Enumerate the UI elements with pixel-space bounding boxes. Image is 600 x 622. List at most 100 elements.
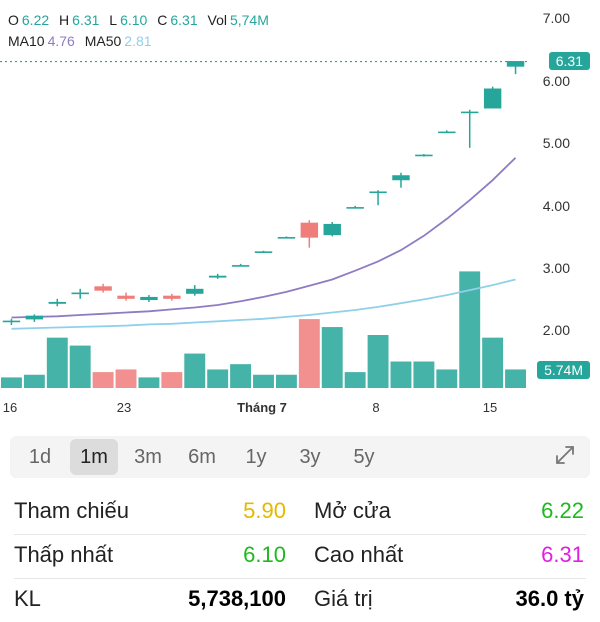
divider — [14, 534, 586, 535]
stats-row-3: KL 5,738,100 Giá trị 36.0 tỷ — [0, 578, 600, 622]
volume-bar — [436, 369, 458, 388]
ma10-value: 4.76 — [47, 33, 75, 49]
x-tick-label: 16 — [2, 400, 18, 415]
high-label: H — [59, 12, 70, 28]
candle-body — [506, 61, 525, 67]
ma50-label: MA50 — [84, 33, 122, 49]
candle-body — [71, 292, 89, 295]
candle-body — [25, 315, 44, 320]
open-stat-label: Mở cửa — [314, 498, 391, 523]
volume-bar — [253, 374, 274, 388]
candle-body — [117, 295, 135, 299]
volume-bar — [230, 364, 252, 388]
ma10-line — [11, 157, 517, 319]
volume-bar — [1, 377, 22, 388]
low-value: 6.10 — [120, 12, 148, 28]
candle-body — [346, 207, 364, 209]
volume-bar — [69, 345, 91, 388]
volume-bar — [115, 369, 137, 388]
candle-body — [415, 154, 433, 157]
expand-icon[interactable] — [554, 444, 576, 466]
volume-bar — [298, 319, 320, 388]
volume-bar — [161, 372, 183, 388]
close-value: 6.31 — [170, 12, 198, 28]
x-tick-label: 15 — [482, 400, 498, 415]
period-6m-button[interactable]: 6m — [188, 446, 216, 468]
volume-bar — [459, 271, 481, 388]
high-stat-label: Cao nhất — [314, 542, 404, 567]
volume-value: 5,74M — [229, 12, 269, 28]
stats-row-2: Thấp nhất 6.10 Cao nhất 6.31 — [0, 534, 600, 578]
candle-body — [369, 191, 387, 194]
volume-bar — [46, 337, 68, 388]
y-tick-label: 5.00 — [542, 135, 570, 151]
candle-body — [231, 265, 250, 267]
period-3y-button[interactable]: 3y — [299, 446, 321, 468]
value-value: 36.0 tỷ — [515, 586, 585, 611]
candle-body — [323, 223, 341, 236]
ma10-label: MA10 — [8, 33, 45, 49]
open-label: O — [8, 12, 19, 28]
volume-bar — [344, 372, 366, 388]
y-tick-label: 6.00 — [542, 73, 570, 89]
price-chart[interactable] — [0, 0, 600, 430]
volume-bar — [23, 374, 45, 388]
x-tick-label: 23 — [116, 400, 132, 415]
kl-value: 5,738,100 — [188, 586, 286, 611]
ref-label: Tham chiếu — [14, 498, 129, 523]
current-price-tag: 6.31 — [548, 52, 590, 70]
low-stat-value: 6.10 — [243, 542, 286, 567]
candle-body — [392, 175, 410, 181]
low-label: L — [109, 12, 118, 28]
stats-row-1: Tham chiếu 5.90 Mở cửa 6.22 — [0, 490, 600, 534]
volume-bar — [390, 361, 412, 388]
high-value: 6.31 — [72, 12, 100, 28]
candle-body — [208, 275, 227, 278]
divider — [14, 578, 586, 579]
period-1y-button[interactable]: 1y — [245, 446, 267, 468]
x-tick-label: 8 — [372, 400, 380, 415]
candle-body — [300, 222, 319, 238]
ref-value: 5.90 — [243, 498, 286, 523]
y-tick-label: 4.00 — [542, 198, 570, 214]
value-label: Giá trị — [314, 586, 373, 611]
low-stat-label: Thấp nhất — [14, 542, 114, 567]
volume-bar — [92, 372, 114, 388]
candle-body — [2, 320, 21, 323]
volume-bar — [138, 377, 160, 388]
ohlc-readout: O 6.22 H 6.31 L 6.10 C 6.31 Vol 5,74M — [8, 12, 275, 28]
candle-body — [277, 237, 296, 239]
ma50-value: 2.81 — [124, 33, 152, 49]
period-1d-button[interactable]: 1d — [28, 446, 52, 468]
candle-body — [186, 288, 204, 294]
ma50-line — [11, 278, 516, 330]
candle-body — [140, 296, 158, 301]
volume-bar — [184, 353, 206, 388]
current-volume-tag: 5.74M — [537, 361, 590, 379]
volume-label: Vol — [207, 12, 227, 28]
y-tick-label: 3.00 — [542, 260, 570, 276]
candle-body — [483, 88, 502, 109]
candle-body — [438, 131, 456, 134]
volume-bar — [505, 369, 526, 388]
candle-body — [163, 295, 181, 299]
period-5y-button[interactable]: 5y — [353, 446, 375, 468]
candle-body — [94, 286, 112, 291]
close-label: C — [157, 12, 168, 28]
high-stat-value: 6.31 — [541, 542, 584, 567]
x-tick-label: Tháng 7 — [237, 400, 287, 415]
candle-body — [254, 251, 273, 253]
volume-bar — [321, 327, 343, 388]
y-tick-label: 7.00 — [542, 10, 570, 26]
open-stat-value: 6.22 — [541, 498, 584, 523]
y-tick-label: 2.00 — [542, 322, 570, 338]
candle-body — [48, 301, 66, 304]
volume-bar — [275, 374, 297, 388]
ma-readout: MA10 4.76 MA50 2.81 — [8, 33, 152, 49]
open-value: 6.22 — [21, 12, 50, 28]
volume-bar — [367, 335, 389, 388]
period-1m-button[interactable]: 1m — [70, 439, 118, 475]
period-3m-button[interactable]: 3m — [134, 446, 162, 468]
kl-label: KL — [14, 586, 41, 611]
candle-body — [461, 111, 479, 114]
